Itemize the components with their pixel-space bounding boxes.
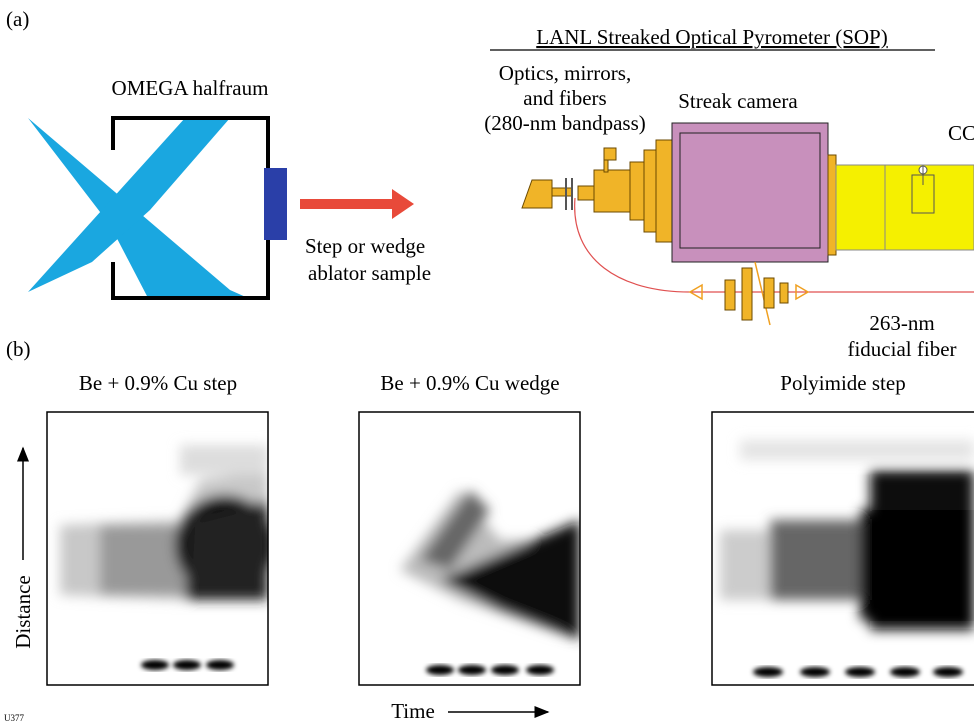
- ccd-label: CCD: [948, 121, 974, 145]
- sop-instrument: [522, 123, 974, 262]
- optics-label: and fibers: [523, 86, 606, 110]
- figure-id: U377: [4, 713, 24, 723]
- streak-camera-label: Streak camera: [678, 89, 798, 113]
- optics-label: Optics, mirrors,: [499, 61, 631, 85]
- panel-label: (b): [6, 337, 31, 361]
- halfraum: [28, 118, 287, 298]
- halfraum-label: OMEGA halfraum: [112, 76, 269, 100]
- sample-label: ablator sample: [308, 261, 431, 285]
- panel-label: (a): [6, 7, 29, 31]
- y-axis-label: Distance: [11, 575, 35, 648]
- streak-image: [712, 412, 974, 685]
- x-axis-label: Time: [391, 699, 435, 723]
- fiducial-label: fiducial fiber: [847, 337, 956, 361]
- fiducial-label: 263-nm: [869, 311, 934, 335]
- figure: (a) LANL Streaked Optical Pyrometer (SOP…: [0, 0, 974, 724]
- image-title: Be + 0.9% Cu step: [79, 371, 237, 395]
- optics-label: (280-nm bandpass): [484, 111, 646, 135]
- streak-image: [359, 412, 580, 685]
- arrow: [300, 189, 414, 219]
- streak-image: [47, 412, 275, 685]
- sample-label: Step or wedge: [305, 234, 425, 258]
- image-title: Be + 0.9% Cu wedge: [380, 371, 559, 395]
- image-title: Polyimide step: [780, 371, 905, 395]
- sop-title: LANL Streaked Optical Pyrometer (SOP): [536, 25, 887, 49]
